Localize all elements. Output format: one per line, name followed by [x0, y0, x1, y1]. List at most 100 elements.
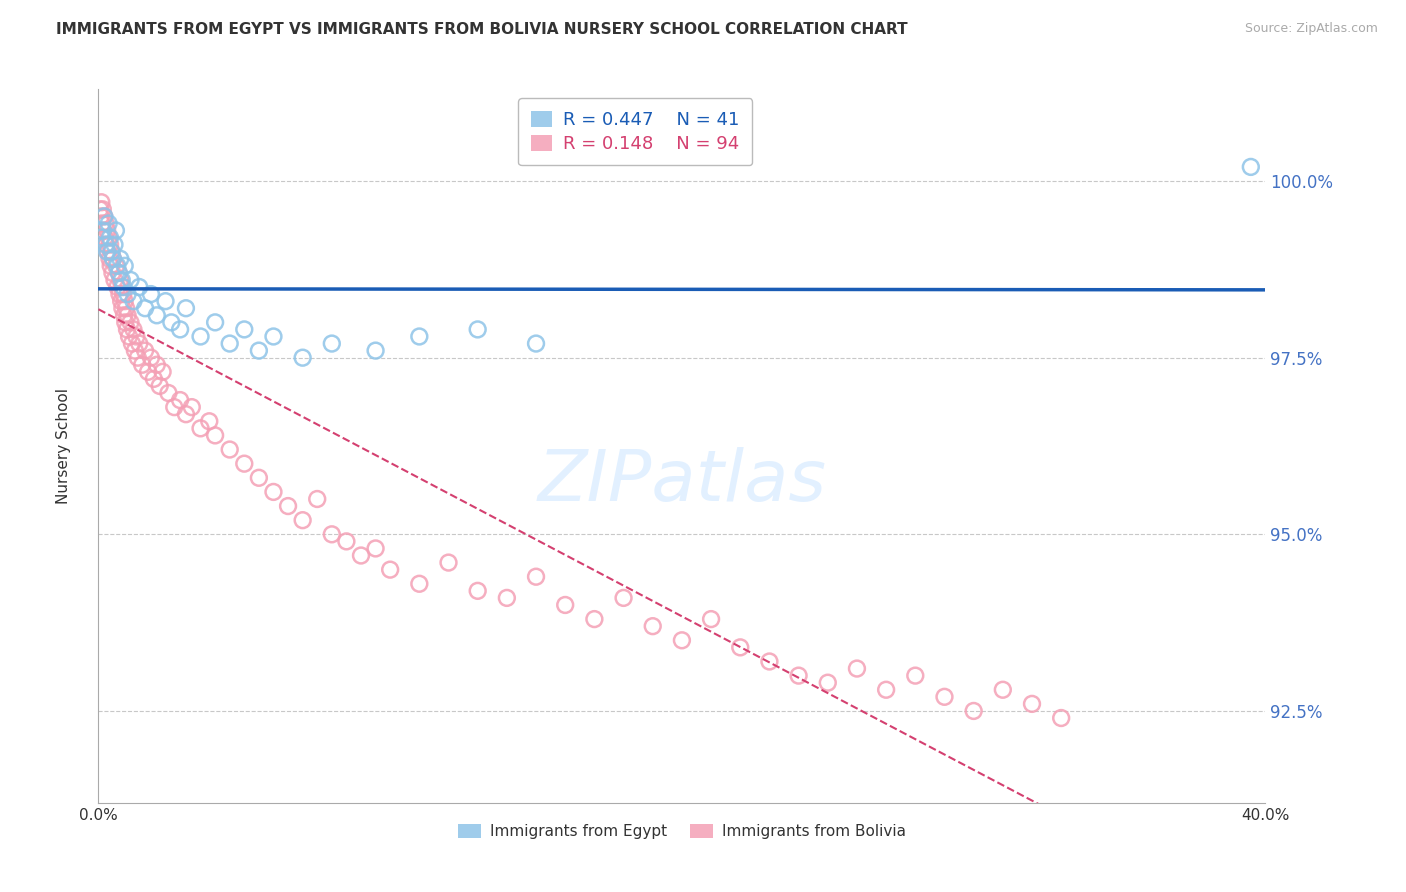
Point: [134, 343, 156, 358]
Point: [120, 315, 142, 329]
Point: [583, 612, 606, 626]
Point: [291, 351, 314, 365]
Point: [613, 591, 636, 605]
Point: [136, 365, 159, 379]
Point: [204, 428, 226, 442]
Point: [90, 230, 112, 244]
Point: [100, 244, 122, 259]
Point: [787, 668, 810, 682]
Point: [91, 202, 114, 217]
Point: [96, 223, 118, 237]
Point: [105, 259, 128, 273]
Point: [335, 534, 357, 549]
Point: [93, 210, 115, 224]
Point: [380, 563, 402, 577]
Point: [111, 280, 134, 294]
Point: [233, 322, 256, 336]
Point: [101, 252, 124, 266]
Point: [307, 491, 329, 506]
Point: [131, 358, 153, 372]
Point: [114, 315, 136, 329]
Point: [904, 668, 927, 682]
Point: [146, 308, 169, 322]
Point: [128, 280, 150, 294]
Point: [94, 216, 117, 230]
Point: [108, 287, 131, 301]
Point: [467, 322, 489, 336]
Point: [134, 301, 156, 316]
Point: [321, 336, 343, 351]
Point: [103, 273, 125, 287]
Point: [98, 230, 121, 244]
Point: [108, 266, 131, 280]
Point: [437, 556, 460, 570]
Point: [110, 294, 132, 309]
Point: [190, 329, 212, 343]
Point: [111, 273, 134, 287]
Point: [524, 336, 547, 351]
Point: [96, 244, 118, 259]
Point: [991, 682, 1014, 697]
Point: [934, 690, 956, 704]
Point: [204, 315, 226, 329]
Point: [1021, 697, 1043, 711]
Point: [157, 386, 180, 401]
Point: [247, 471, 270, 485]
Point: [198, 414, 221, 428]
Point: [875, 682, 897, 697]
Point: [160, 315, 183, 329]
Point: [112, 280, 135, 294]
Point: [90, 195, 112, 210]
Point: [97, 244, 120, 259]
Point: [101, 252, 124, 266]
Point: [112, 287, 135, 301]
Point: [554, 598, 576, 612]
Point: [962, 704, 984, 718]
Point: [149, 379, 172, 393]
Point: [110, 273, 132, 287]
Point: [96, 237, 118, 252]
Point: [139, 351, 162, 365]
Point: [104, 259, 127, 273]
Point: [94, 230, 117, 244]
Point: [364, 541, 387, 556]
Point: [174, 301, 197, 316]
Point: [218, 442, 240, 457]
Point: [100, 244, 122, 259]
Point: [467, 583, 489, 598]
Point: [218, 336, 240, 351]
Point: [97, 216, 120, 230]
Point: [127, 351, 149, 365]
Point: [1240, 160, 1263, 174]
Legend: Immigrants from Egypt, Immigrants from Bolivia: Immigrants from Egypt, Immigrants from B…: [451, 818, 912, 845]
Point: [120, 273, 142, 287]
Point: [117, 308, 139, 322]
Point: [93, 223, 115, 237]
Point: [152, 365, 174, 379]
Point: [104, 223, 127, 237]
Point: [671, 633, 693, 648]
Point: [846, 662, 869, 676]
Point: [408, 329, 430, 343]
Point: [169, 322, 191, 336]
Point: [174, 407, 197, 421]
Point: [190, 421, 212, 435]
Point: [105, 280, 128, 294]
Point: [114, 259, 136, 273]
Point: [1050, 711, 1073, 725]
Point: [111, 301, 134, 316]
Text: IMMIGRANTS FROM EGYPT VS IMMIGRANTS FROM BOLIVIA NURSERY SCHOOL CORRELATION CHAR: IMMIGRANTS FROM EGYPT VS IMMIGRANTS FROM…: [56, 22, 908, 37]
Point: [101, 266, 124, 280]
Point: [108, 266, 131, 280]
Point: [180, 400, 202, 414]
Point: [817, 675, 839, 690]
Point: [169, 393, 191, 408]
Point: [98, 237, 121, 252]
Point: [90, 210, 112, 224]
Point: [139, 287, 162, 301]
Point: [730, 640, 752, 655]
Point: [263, 329, 285, 343]
Point: [91, 223, 114, 237]
Point: [277, 499, 299, 513]
Point: [125, 329, 148, 343]
